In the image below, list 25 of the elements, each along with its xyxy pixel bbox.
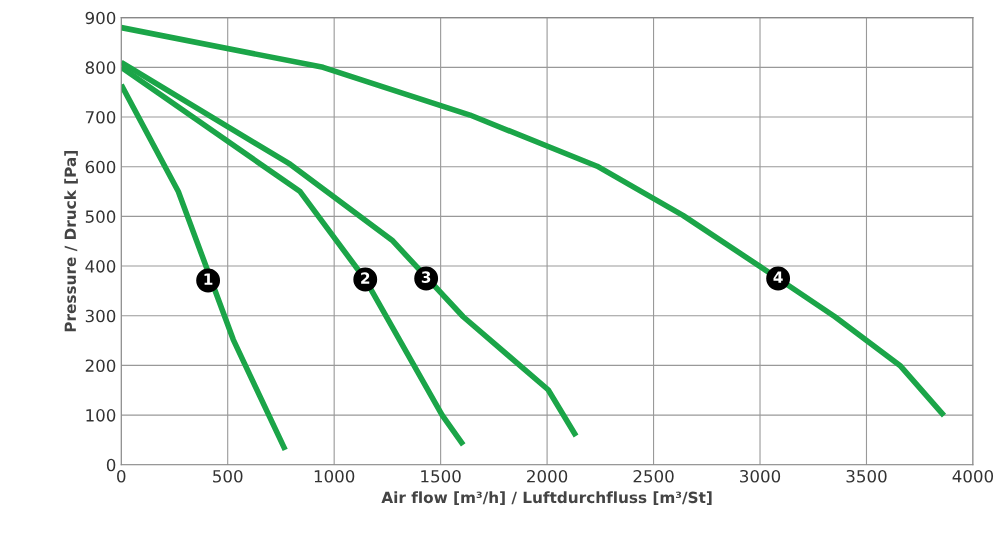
x-tick-label: 3500	[846, 469, 887, 483]
x-tick-label: 500	[213, 469, 243, 483]
x-tick-label: 2000	[527, 469, 568, 483]
x-tick-label: 4000	[952, 469, 994, 483]
x-tick-label: 1500	[421, 469, 461, 483]
annotation: 4	[773, 271, 783, 283]
annotation: 3	[421, 271, 431, 283]
x-tick-label: 0	[117, 469, 126, 483]
x-tick-label: 1000	[314, 469, 355, 483]
y-tick-label: 400	[85, 260, 116, 273]
x-tick-label: 3000	[740, 469, 781, 483]
y-tick-label: 300	[85, 309, 116, 323]
y-tick-label: 700	[85, 110, 116, 124]
y-tick-label: 200	[85, 359, 116, 372]
y-tick-label: 600	[85, 160, 116, 174]
y-axis-title: Pressure / Druck [Pa]	[64, 151, 78, 332]
y-tick-label: 100	[86, 409, 116, 422]
x-axis-title: Air flow [m³/h] / Luftdurchfluss [m³/St]	[381, 491, 712, 505]
y-tick-label: 900	[85, 11, 116, 25]
annotation: 2	[361, 272, 370, 284]
y-tick-label: 500	[85, 210, 116, 223]
y-tick-label: 800	[85, 61, 116, 74]
y-tick-label: 0	[106, 458, 116, 472]
annotation: 1	[204, 273, 213, 285]
x-tick-label: 2500	[633, 469, 674, 483]
